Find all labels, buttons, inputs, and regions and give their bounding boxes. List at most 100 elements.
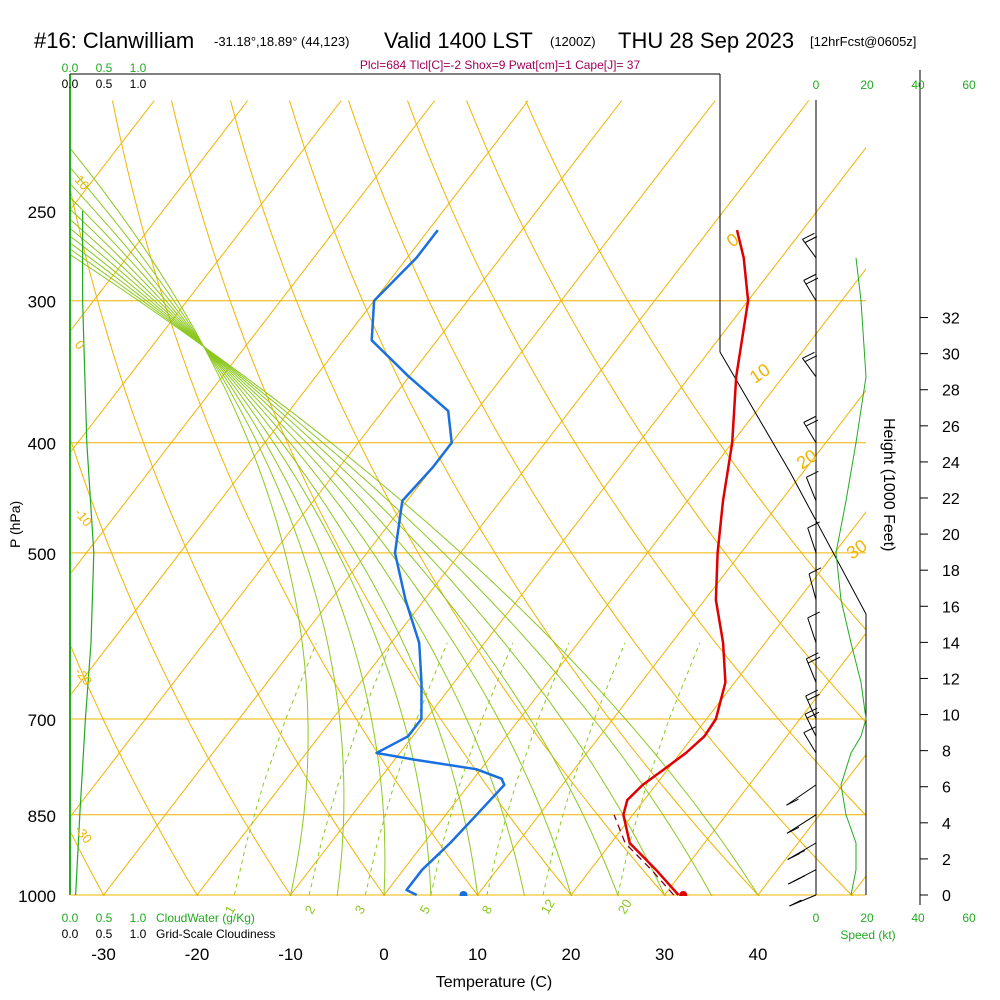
isotherm-line (757, 753, 866, 896)
station-name: #16: Clanwilliam (34, 28, 195, 53)
mixing-ratio-label: 3 (352, 903, 369, 917)
speed-axis-title: Speed (kt) (840, 928, 895, 942)
dry-adiabat-line (112, 100, 479, 896)
wind-barb-flag (804, 355, 818, 363)
temperature-tick-label: -30 (91, 945, 116, 964)
wind-barb-flag (786, 826, 800, 834)
cloud-scale-top-label: 0.5 (96, 61, 113, 75)
mixing-ratio-label: 12 (538, 896, 558, 916)
pressure-tick-label: 300 (28, 293, 56, 312)
speed-scale-top-label: 20 (860, 78, 874, 92)
wind-barb-flag (806, 652, 819, 660)
height-tick-label: 2 (942, 852, 951, 869)
pressure-tick-label: 1000 (18, 887, 56, 906)
moist-adiabat-line (70, 196, 432, 896)
dry-adiabat-line (70, 185, 386, 896)
isotherm-line (196, 100, 810, 896)
wind-barb (804, 713, 817, 737)
background-grid (70, 100, 866, 896)
wind-barb-flag (802, 351, 815, 359)
wind-barb-flag (793, 875, 806, 882)
cloud-scale-top-label: 0.0 (62, 61, 79, 75)
forecast-run: [12hrFcst@0605z] (810, 34, 917, 49)
height-tick-label: 8 (942, 744, 951, 761)
parcel-line (613, 814, 675, 896)
dry-adiabat-line (525, 100, 866, 631)
cloudiness-scale-top-label: 0.5 (96, 77, 113, 91)
moist-adiabat-line (70, 242, 666, 896)
height-tick-label: 4 (942, 816, 951, 833)
height-tick-label: 30 (942, 347, 960, 364)
wind-barb-flag (805, 277, 819, 285)
mixing-ratio-line (617, 642, 701, 896)
mixing-ratio-line (233, 642, 317, 896)
mixing-ratio-line (486, 642, 570, 896)
wind-barb-flag (805, 419, 819, 427)
speed-scale-top-label: 0 (813, 78, 820, 92)
height-tick-label: 20 (942, 527, 960, 544)
wind-barb (805, 477, 817, 502)
utc-time: (1200Z) (550, 34, 596, 49)
station-coords: -31.18°,18.89° (44,123) (214, 34, 350, 49)
dry-adiabat-line (171, 100, 573, 896)
dry-adiabat-line (230, 100, 667, 896)
temperature-tick-label: -10 (278, 945, 303, 964)
dry-adiabat-line (70, 436, 292, 896)
pressure-tick-label: 500 (28, 545, 56, 564)
dry-adiabat-label: 20 (793, 445, 821, 473)
dry-adiabat-line (70, 643, 199, 896)
speed-scale-top-label: 40 (911, 78, 925, 92)
moist-adiabat-line (70, 248, 713, 896)
height-tick-label: 26 (942, 419, 960, 436)
dry-adiabat-label: 30 (843, 535, 871, 563)
height-tick-label: 28 (942, 383, 960, 400)
temperature-axis-title: Temperature (C) (436, 974, 552, 991)
isotherm-line (570, 511, 866, 896)
dry-adiabat-line (289, 100, 760, 896)
cloudiness-label: Grid-Scale Cloudiness (156, 927, 275, 941)
isotherm-line (70, 100, 529, 697)
wind-barb (803, 422, 817, 443)
speed-scale-top-label: 60 (962, 78, 976, 92)
pressure-axis-title: P (hPa) (7, 501, 23, 548)
isotherm-line (290, 146, 866, 896)
wind-barb-flag (806, 711, 820, 719)
wind-barb-flag (792, 850, 805, 857)
wind-barb-flag (805, 689, 818, 697)
isotherm-line (70, 100, 249, 333)
wind-barb-flag (804, 236, 818, 244)
wind-barb (808, 573, 817, 601)
wind-barb (807, 527, 817, 554)
speed-scale-bottom-label: 40 (911, 911, 925, 925)
cloudiness-scale-bottom-label: 0.5 (96, 927, 113, 941)
height-tick-label: 0 (942, 888, 951, 905)
wind-barb-flag (807, 521, 820, 529)
moist-adiabat-line (70, 227, 572, 896)
speed-scale-bottom-label: 20 (860, 911, 874, 925)
dry-adiabat-line (466, 100, 866, 724)
wind-barb-flag (803, 415, 816, 423)
moist-adiabat-line (70, 147, 309, 896)
cloud-scale-bottom-label: 0.5 (96, 911, 113, 925)
moist-adiabat-line (70, 235, 619, 896)
wind-barb-flag (789, 899, 802, 907)
wind-barb (786, 784, 817, 806)
valid-time: Valid 1400 LST (384, 28, 533, 53)
height-tick-label: 14 (942, 635, 960, 652)
isotherm-line (70, 100, 623, 818)
mixing-ratio-label: 20 (615, 896, 635, 916)
height-tick-label: 12 (942, 671, 960, 688)
wind-barb-flag (807, 611, 820, 619)
cloudiness-scale-bottom-label: 0.0 (62, 927, 79, 941)
plot-frame (69, 73, 867, 896)
wind-barb (802, 238, 817, 259)
dry-adiabat-line (407, 100, 866, 817)
height-tick-label: 24 (942, 455, 960, 472)
temperature-tick-label: 30 (655, 945, 674, 964)
wind-barb-flag (806, 470, 819, 478)
mixing-ratio-label: 2 (302, 903, 319, 917)
wind-barb (803, 280, 817, 302)
